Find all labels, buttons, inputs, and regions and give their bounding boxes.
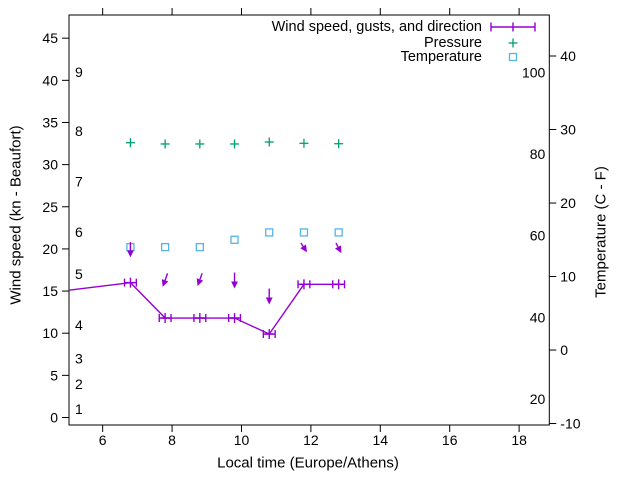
wind-direction-arrow-shaft: [300, 242, 304, 247]
beaufort-scale-label: 2: [75, 376, 83, 392]
wind-direction-arrow-head: [196, 278, 204, 287]
wind-direction-arrow-head: [265, 297, 273, 305]
legend-label-temperature: Temperature: [400, 49, 482, 65]
y-left-tick-label: 25: [42, 199, 58, 215]
beaufort-scale-label: 1: [75, 401, 83, 417]
y-right-tick-label: -10: [560, 416, 580, 432]
plot-border: [68, 14, 550, 426]
y-left-tick-label: 5: [50, 367, 58, 383]
beaufort-scale-label: 8: [75, 123, 83, 139]
wind-direction-arrow-head: [161, 279, 169, 287]
legend-row-temperature: Temperature: [148, 49, 538, 65]
legend-row-pressure: Pressure: [148, 35, 538, 51]
fahrenheit-scale-label: 40: [530, 309, 546, 325]
y-left-tick-label: 40: [42, 72, 58, 88]
wind-direction-arrow-head: [127, 250, 134, 258]
legend-temperature-square: [508, 52, 518, 62]
beaufort-scale-label: 9: [75, 64, 83, 80]
beaufort-scale-label: 4: [75, 317, 83, 333]
wind-direction-arrow-shaft: [335, 242, 339, 248]
right-axis-title: Temperature (C - F): [592, 166, 610, 298]
temperature-square-sample-icon: [508, 52, 518, 62]
y-left-tick-label: 10: [42, 325, 58, 341]
y-left-tick-label: 0: [50, 409, 58, 425]
wind-direction-arrow-shaft: [164, 273, 169, 281]
wind-speed-line: [68, 281, 339, 335]
temperature-marker: [299, 228, 309, 237]
wind-direction-arrow-head: [335, 245, 342, 254]
temperature-marker: [230, 235, 239, 244]
wind-direction-arrow-shaft: [199, 273, 203, 280]
x-axis-title: Local time (Europe/Athens): [217, 454, 399, 472]
left-axis-title: Wind speed (kn - Beaufort): [7, 125, 25, 305]
temperature-marker: [265, 228, 274, 237]
x-tick-label: 10: [234, 432, 250, 448]
beaufort-scale-label: 7: [75, 173, 83, 189]
x-tick-label: 6: [99, 432, 107, 448]
wind-direction-arrow-head: [231, 281, 238, 289]
y-right-tick-label: 30: [560, 122, 576, 138]
fahrenheit-scale-label: 20: [530, 391, 546, 407]
beaufort-scale-label: 3: [75, 350, 83, 366]
y-left-tick-label: 35: [42, 114, 58, 130]
temperature-marker: [195, 242, 204, 252]
x-tick-label: 16: [442, 432, 458, 448]
x-tick-label: 12: [303, 432, 319, 448]
fahrenheit-scale-label: 60: [530, 228, 546, 244]
x-tick-label: 8: [168, 432, 176, 448]
y-right-tick-label: 40: [560, 48, 576, 64]
wind-direction-arrow-head: [300, 244, 307, 253]
beaufort-scale-label: 5: [75, 266, 83, 282]
fahrenheit-scale-label: 100: [522, 64, 546, 80]
beaufort-scale-label: 6: [75, 224, 83, 240]
fahrenheit-scale-label: 80: [530, 146, 546, 162]
legend-row-wind: Wind speed, gusts, and direction: [148, 19, 538, 35]
y-right-tick-label: 0: [560, 342, 568, 358]
y-right-tick-label: 10: [560, 269, 576, 285]
y-left-tick-label: 30: [42, 157, 58, 173]
y-right-tick-label: 20: [560, 195, 576, 211]
x-tick-label: 14: [373, 432, 389, 448]
x-tick-label: 18: [511, 432, 527, 448]
pressure-plus-sample-icon: [508, 38, 518, 48]
temperature-marker: [334, 228, 343, 237]
wind-errorbar-sample-icon: [490, 22, 536, 32]
legend-label-pressure: Pressure: [423, 35, 482, 51]
y-left-tick-label: 15: [42, 283, 58, 299]
temperature-marker: [160, 242, 170, 252]
legend-label-wind: Wind speed, gusts, and direction: [271, 19, 482, 35]
y-left-tick-label: 20: [42, 241, 58, 257]
y-left-tick-label: 45: [42, 30, 58, 46]
